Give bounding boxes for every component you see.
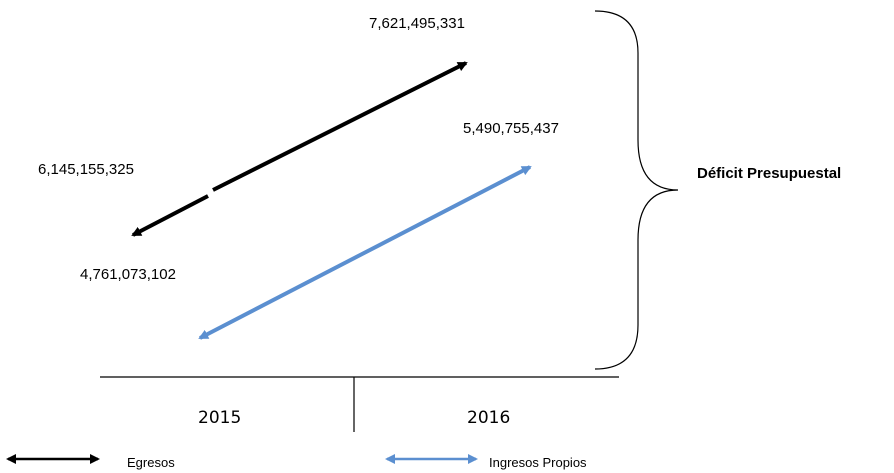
year-2016-label: 2016 xyxy=(467,408,510,428)
egresos-2016-label: 7,621,495,331 xyxy=(369,15,465,32)
egresos-arrow-lower xyxy=(131,194,209,237)
year-2015-label: 2015 xyxy=(198,408,241,428)
ingresos-arrow xyxy=(198,165,532,340)
egresos-2015-label: 6,145,155,325 xyxy=(38,161,134,178)
ingresos-2016-label: 5,490,755,437 xyxy=(463,120,559,137)
egresos-arrow-upper xyxy=(212,61,468,192)
deficit-label: Déficit Presupuestal xyxy=(697,165,841,182)
legend-egresos-label: Egresos xyxy=(127,455,175,470)
legend-ingresos-label: Ingresos Propios xyxy=(489,455,587,470)
deficit-brace xyxy=(594,10,679,370)
ingresos-2015-label: 4,761,073,102 xyxy=(80,266,176,283)
